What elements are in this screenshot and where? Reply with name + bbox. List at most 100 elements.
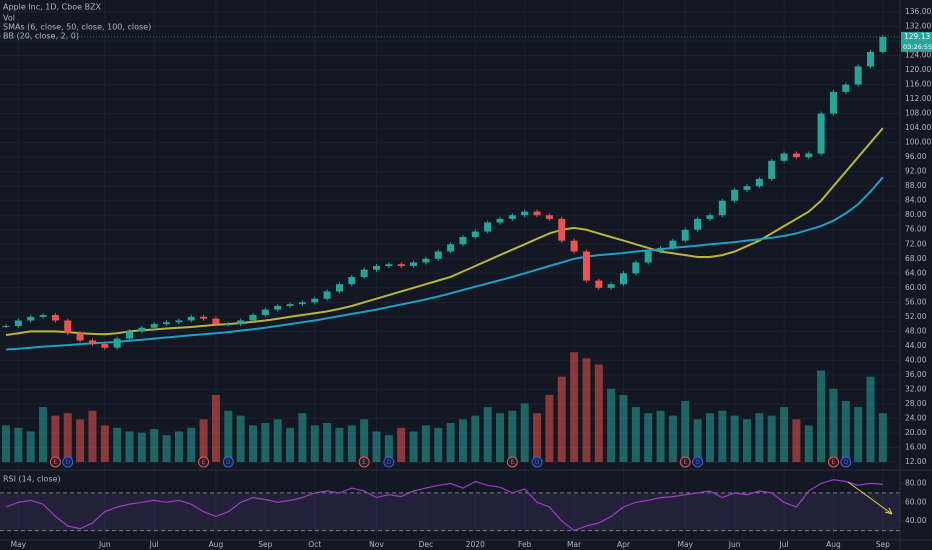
candle [508, 215, 516, 219]
volume-bar [582, 358, 591, 462]
x-tick-label: Jul [779, 540, 789, 549]
candle [311, 298, 319, 303]
countdown-box [901, 41, 932, 52]
candle [620, 273, 627, 285]
x-tick-label: Sep [876, 540, 890, 549]
candle [39, 315, 47, 317]
volume-bar [14, 427, 23, 462]
candle [780, 153, 788, 161]
y-tick-label: 20.00 [905, 428, 927, 437]
candle [200, 316, 208, 319]
x-tick-label: Oct [308, 540, 321, 549]
y-tick-label: 104.00 [905, 123, 931, 132]
y-tick-label: 24.00 [905, 413, 927, 422]
candle [237, 320, 245, 325]
candle [422, 258, 430, 263]
moving-average [5, 176, 884, 351]
candle [101, 344, 109, 348]
event-marker [49, 456, 61, 468]
volume-bar [878, 413, 887, 462]
rsi-line [5, 479, 883, 532]
event-marker [62, 456, 74, 468]
x-tick-label: Aug [826, 540, 841, 549]
volume-bar [792, 419, 801, 462]
y-tick-label: 88.00 [905, 181, 927, 190]
annotation-arrow [847, 481, 893, 515]
rsi-title: RSI (14, close) [3, 475, 61, 484]
candle [657, 247, 665, 252]
axes: 12.00 16.00 20.00 24.00 28.00 32.00 36.00 40.00… [11, 7, 932, 549]
y-tick-label: 32.00 [905, 384, 927, 393]
y-tick-label: 68.00 [905, 254, 927, 263]
event-marker [679, 456, 691, 468]
volume-bar [249, 425, 257, 462]
event-label: D [387, 459, 392, 466]
candle [27, 316, 35, 321]
event-label: E [832, 459, 836, 466]
last-price-box [901, 31, 932, 42]
candle [521, 211, 529, 216]
candle [471, 231, 479, 237]
y-tick-label: 60.00 [905, 283, 927, 292]
volume-bar [372, 431, 381, 462]
candle [842, 84, 850, 92]
volume-bar [137, 432, 146, 462]
candle [545, 215, 553, 219]
volume-bar [199, 419, 208, 462]
candle [88, 340, 96, 345]
volume-bar [446, 422, 455, 462]
volume-bar [718, 410, 727, 462]
volume-bar [347, 425, 356, 462]
rsi-band [0, 492, 900, 531]
volume-bar [681, 401, 690, 462]
volume-bar [298, 413, 307, 462]
volume-bar [100, 425, 109, 462]
candle [669, 240, 677, 248]
y-tick-label: 96.00 [905, 152, 927, 161]
volume-bar [829, 388, 838, 462]
event-label: E [362, 459, 366, 466]
event-label: D [535, 459, 540, 466]
volume-bar [335, 427, 344, 462]
x-tick-label: Sep [258, 540, 272, 549]
x-tick-label: Feb [518, 540, 532, 549]
y-tick-label: 116.00 [905, 80, 931, 89]
volume-bar [360, 419, 369, 462]
candle [447, 244, 455, 252]
candle [484, 222, 492, 232]
y-tick-label: 92.00 [905, 167, 927, 176]
candle [385, 264, 393, 267]
y-tick-label: 48.00 [905, 326, 927, 335]
event-marker [506, 456, 518, 468]
x-tick-label: Nov [369, 540, 384, 549]
volume-bar [631, 407, 640, 462]
chart-title: Apple Inc, 1D, Cboe BZX [3, 3, 102, 12]
volume-bar [384, 435, 393, 462]
x-tick-label: May [11, 540, 27, 549]
volume-bar [113, 427, 122, 462]
candle [138, 327, 146, 332]
candle [224, 324, 232, 326]
event-marker [198, 456, 210, 468]
volume-bar [76, 419, 85, 462]
candle [175, 320, 183, 323]
volume-bar [841, 401, 850, 462]
event-label: D [695, 459, 700, 466]
candle [743, 186, 751, 190]
volume-bar [780, 407, 789, 462]
legend-item: BB (20, close, 2, 0) [3, 32, 79, 41]
y-tick-label: 80.00 [905, 478, 927, 487]
y-tick-label: 112.00 [905, 94, 931, 103]
legend-item: Vol [3, 14, 15, 23]
volume-bar [520, 403, 529, 462]
volume-bar [607, 388, 616, 462]
volume-bar [594, 364, 603, 462]
volume-bar [323, 422, 332, 462]
event-marker [827, 456, 839, 468]
moving-average [5, 127, 884, 336]
candle [298, 302, 306, 305]
y-tick-label: 40.00 [905, 516, 927, 525]
volume-bar [866, 376, 875, 462]
candle [533, 211, 541, 216]
